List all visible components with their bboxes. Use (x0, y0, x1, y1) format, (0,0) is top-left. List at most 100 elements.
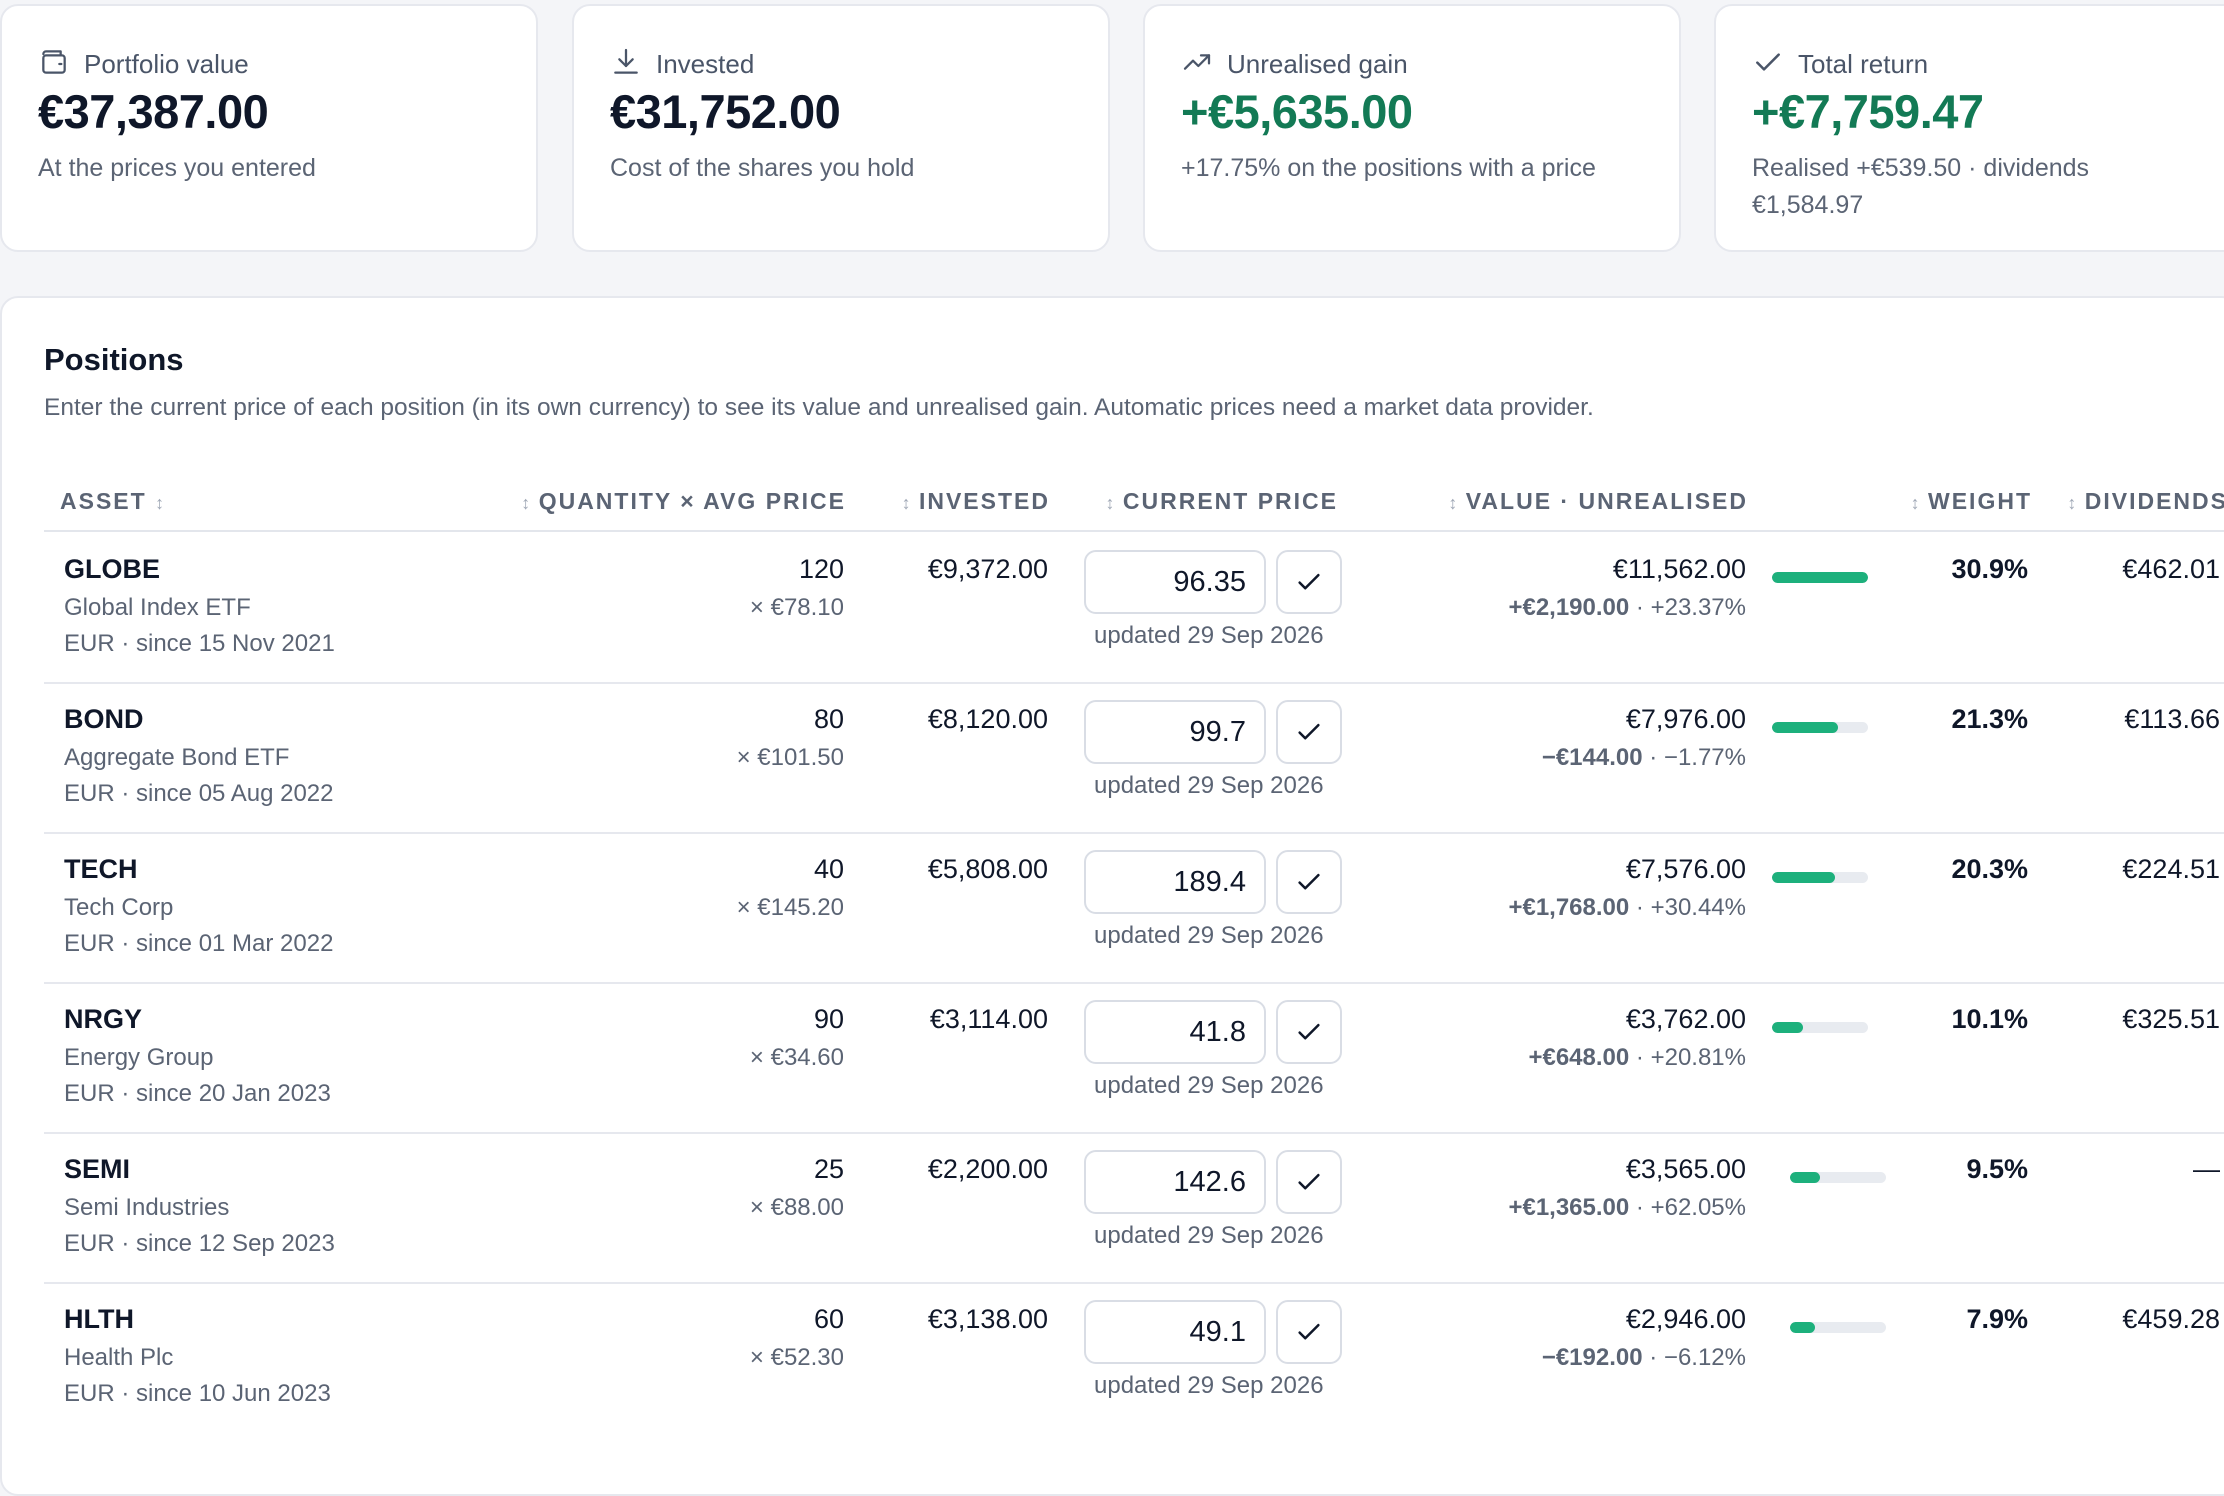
card-subtitle: +17.75% on the positions with a price (1181, 154, 1596, 182)
column-label: WEIGHT (1928, 488, 2032, 514)
weight-percent: 20.3% (1951, 854, 2028, 884)
download-icon (610, 46, 642, 83)
card-label: Portfolio value (84, 48, 249, 79)
confirm-price-button[interactable] (1276, 700, 1342, 764)
weight-bar-fill (1772, 722, 1838, 733)
column-value[interactable]: ↕ VALUE · UNREALISED (1448, 488, 1748, 515)
weight-bar (1790, 1172, 1886, 1183)
gain-amount: +€1,768.00 (1508, 894, 1630, 921)
weight-bar-fill (1790, 1322, 1815, 1333)
column-label: DIVIDENDS (2084, 488, 2224, 514)
asset-meta: EUR · since 12 Sep 2023 (64, 1230, 335, 1257)
dividends-amount: €462.01 (2122, 554, 2220, 584)
invested-amount: €8,120.00 (927, 704, 1048, 734)
table-row: GLOBE Global Index ETF EUR · since 15 No… (44, 532, 2224, 684)
positions-title: Positions (44, 342, 184, 377)
card-head: Total return (1752, 44, 1928, 84)
card-value: €31,752.00 (610, 85, 841, 138)
current-price-input[interactable] (1084, 1000, 1266, 1064)
confirm-price-button[interactable] (1276, 850, 1342, 914)
column-asset[interactable]: ASSET ↕ (60, 488, 164, 515)
asset-symbol: GLOBE (64, 554, 161, 584)
asset-name: Energy Group (64, 1044, 214, 1071)
avg-price: × €145.20 (736, 894, 844, 921)
current-price-input[interactable] (1084, 700, 1266, 764)
card-invested: Invested €31,752.00 Cost of the shares y… (572, 4, 1110, 252)
weight-percent: 30.9% (1951, 554, 2028, 584)
weight-percent: 9.5% (1966, 1154, 2028, 1184)
table-row: BOND Aggregate Bond ETF EUR · since 05 A… (44, 682, 2224, 834)
asset-name: Global Index ETF (64, 594, 251, 621)
sort-icon: ↕ (901, 493, 911, 513)
weight-bar (1772, 722, 1868, 733)
column-label: INVESTED (918, 488, 1050, 514)
dividends-amount: €224.51 (2122, 854, 2220, 884)
check-icon (1298, 1173, 1320, 1190)
check-icon (1298, 723, 1320, 740)
quantity: 60 (813, 1304, 844, 1334)
check-icon (1752, 46, 1784, 83)
dividends-amount: €113.66 (2124, 704, 2220, 734)
card-total-return: Total return +€7,759.47 Realised +€539.5… (1714, 4, 2224, 252)
check-icon (1298, 1323, 1320, 1340)
column-quantity[interactable]: ↕ QUANTITY × AVG PRICE (521, 488, 846, 515)
confirm-price-button[interactable] (1276, 1150, 1342, 1214)
current-price-input[interactable] (1084, 1150, 1266, 1214)
gain-amount: +€648.00 (1528, 1044, 1630, 1071)
sort-icon: ↕ (155, 493, 165, 513)
dividends-amount: — (2193, 1154, 2220, 1184)
current-price-input[interactable] (1084, 550, 1266, 614)
current-price-input[interactable] (1084, 850, 1266, 914)
card-head: Unrealised gain (1181, 44, 1408, 84)
column-invested[interactable]: ↕ INVESTED (902, 488, 1050, 515)
column-label: ASSET (60, 488, 147, 514)
sort-icon: ↕ (1105, 493, 1115, 513)
avg-price: × €34.60 (749, 1044, 844, 1071)
card-subtitle: Cost of the shares you hold (610, 154, 915, 182)
gain-percent: · +23.37% (1629, 594, 1746, 621)
column-current-price[interactable]: ↕ CURRENT PRICE (1105, 488, 1338, 515)
position-value: €11,562.00 (1612, 554, 1746, 584)
invested-amount: €5,808.00 (927, 854, 1048, 884)
avg-price: × €88.00 (749, 1194, 844, 1221)
confirm-price-button[interactable] (1276, 550, 1342, 614)
sort-icon: ↕ (1448, 493, 1458, 513)
card-label: Invested (656, 48, 755, 79)
price-updated: updated 29 Sep 2026 (1094, 622, 1324, 649)
weight-bar-fill (1772, 572, 1868, 583)
asset-symbol: TECH (64, 854, 138, 884)
gain-percent: · +30.44% (1629, 894, 1746, 921)
gain-amount: +€2,190.00 (1508, 594, 1630, 621)
card-subtitle: Realised +€539.50 · dividends €1,584.97 (1752, 154, 2090, 219)
check-icon (1298, 873, 1320, 890)
card-label: Unrealised gain (1227, 48, 1408, 79)
asset-name: Aggregate Bond ETF (64, 744, 290, 771)
sort-icon: ↕ (1910, 493, 1920, 513)
invested-amount: €2,200.00 (927, 1154, 1048, 1184)
confirm-price-button[interactable] (1276, 1000, 1342, 1064)
weight-percent: 10.1% (1951, 1004, 2028, 1034)
card-portfolio-value: Portfolio value €37,387.00 At the prices… (0, 4, 538, 252)
column-weight[interactable]: ↕ WEIGHT (1911, 488, 2032, 515)
column-dividends[interactable]: ↕ DIVIDENDS (2067, 488, 2224, 515)
column-label: QUANTITY × AVG PRICE (538, 488, 846, 514)
asset-name: Semi Industries (64, 1194, 230, 1221)
position-value: €2,946.00 (1625, 1304, 1746, 1334)
sort-icon: ↕ (521, 493, 531, 513)
price-updated: updated 29 Sep 2026 (1094, 772, 1324, 799)
unrealised-gain: +€2,190.00 · +23.37% (1508, 594, 1746, 622)
asset-meta: EUR · since 01 Mar 2022 (64, 930, 334, 957)
current-price-input[interactable] (1084, 1300, 1266, 1364)
position-value: €7,976.00 (1625, 704, 1746, 734)
card-head: Portfolio value (38, 44, 249, 84)
card-value: €37,387.00 (38, 85, 269, 138)
asset-name: Health Plc (64, 1344, 174, 1371)
card-label: Total return (1798, 48, 1929, 79)
quantity: 90 (813, 1004, 844, 1034)
asset-meta: EUR · since 10 Jun 2023 (64, 1380, 331, 1407)
gain-amount: −€192.00 (1541, 1344, 1643, 1371)
gain-amount: −€144.00 (1541, 744, 1643, 771)
card-subtitle: At the prices you entered (38, 154, 316, 182)
summary-cards: Portfolio value €37,387.00 At the prices… (0, 0, 2224, 260)
confirm-price-button[interactable] (1276, 1300, 1342, 1364)
